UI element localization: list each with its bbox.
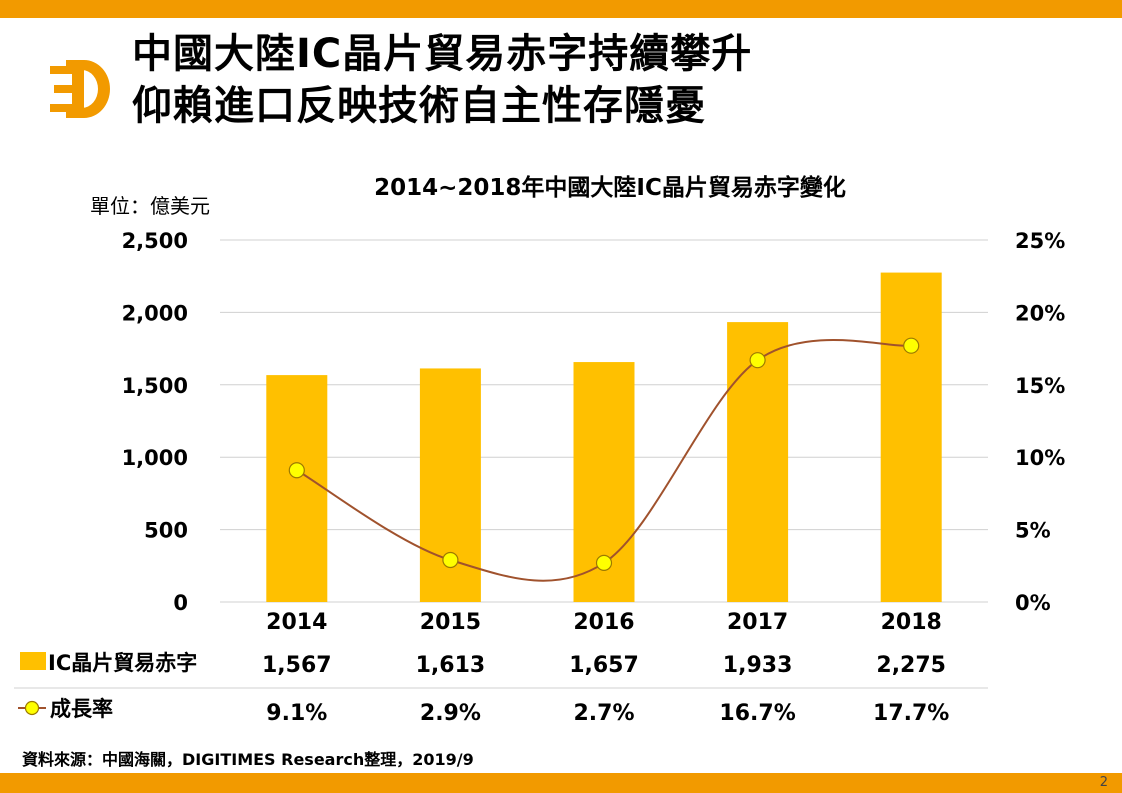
right-axis-tick-label: 5%: [1015, 519, 1051, 543]
growth-rate-value-label: 16.7%: [719, 701, 795, 726]
growth-rate-point-2015: [442, 551, 459, 569]
growth-rate-point-2014: [288, 462, 305, 479]
left-axis-tick-label: 1,500: [122, 374, 188, 398]
legend-marker-sample: [24, 700, 40, 716]
source-note: 資料來源：中國海關，DIGITIMES Research整理，2019/9: [22, 750, 474, 769]
growth-rate-point-2018: [903, 337, 920, 354]
left-axis-tick-label: 1,000: [122, 446, 188, 470]
x-axis-category-label: 2016: [573, 610, 634, 635]
digitimes-d-logo-icon: [50, 58, 110, 120]
bar-2017: [727, 322, 789, 602]
page-title: 中國大陸IC晶片貿易赤字持續攀升 仰賴進口反映技術自主性存隱憂: [132, 28, 752, 132]
left-axis-tick-label: 2,500: [122, 229, 188, 253]
right-axis-tick-label: 10%: [1015, 446, 1065, 470]
right-axis-tick-label: 15%: [1015, 374, 1065, 398]
legend-swatch-bar: [20, 652, 46, 670]
growth-rate-value-label: 9.1%: [266, 701, 327, 726]
legend-label-bar: IC晶片貿易赤字: [48, 651, 197, 675]
left-axis-tick-label: 0: [173, 591, 188, 615]
bar-2014: [266, 375, 328, 602]
left-axis-tick-label: 2,000: [122, 301, 188, 325]
page-number: 2: [1099, 775, 1108, 790]
x-axis-category-label: 2014: [266, 610, 327, 635]
right-axis-tick-label: 25%: [1015, 229, 1065, 253]
bottom-accent-bar: [0, 773, 1122, 793]
bar-value-label: 1,933: [723, 653, 793, 678]
page-title-line-1: 中國大陸IC晶片貿易赤字持續攀升: [132, 31, 753, 77]
unit-label: 單位：億美元: [90, 194, 210, 218]
page-title-line-2: 仰賴進口反映技術自主性存隱憂: [132, 83, 706, 129]
growth-rate-value-label: 2.7%: [573, 701, 634, 726]
chart-title: 2014~2018年中國大陸IC晶片貿易赤字變化: [374, 175, 846, 201]
right-axis-tick-label: 20%: [1015, 301, 1065, 325]
legend-label-line: 成長率: [50, 697, 113, 721]
bar-value-label: 1,567: [262, 653, 332, 678]
bar-value-label: 1,657: [569, 653, 639, 678]
growth-rate-point-2016: [595, 554, 613, 572]
right-axis-tick-label: 0%: [1015, 591, 1051, 615]
bar-value-label: 2,275: [876, 653, 946, 678]
bar-2018: [880, 272, 942, 602]
growth-rate-value-label: 2.9%: [420, 701, 481, 726]
x-axis-category-label: 2018: [881, 610, 942, 635]
left-axis-tick-label: 500: [144, 519, 188, 543]
bar-value-label: 1,613: [416, 653, 486, 678]
growth-rate-point-2017: [749, 352, 766, 369]
growth-rate-value-label: 17.7%: [873, 701, 949, 726]
x-axis-category-label: 2015: [420, 610, 481, 635]
x-axis-category-label: 2017: [727, 610, 788, 635]
top-accent-bar: [0, 0, 1122, 18]
